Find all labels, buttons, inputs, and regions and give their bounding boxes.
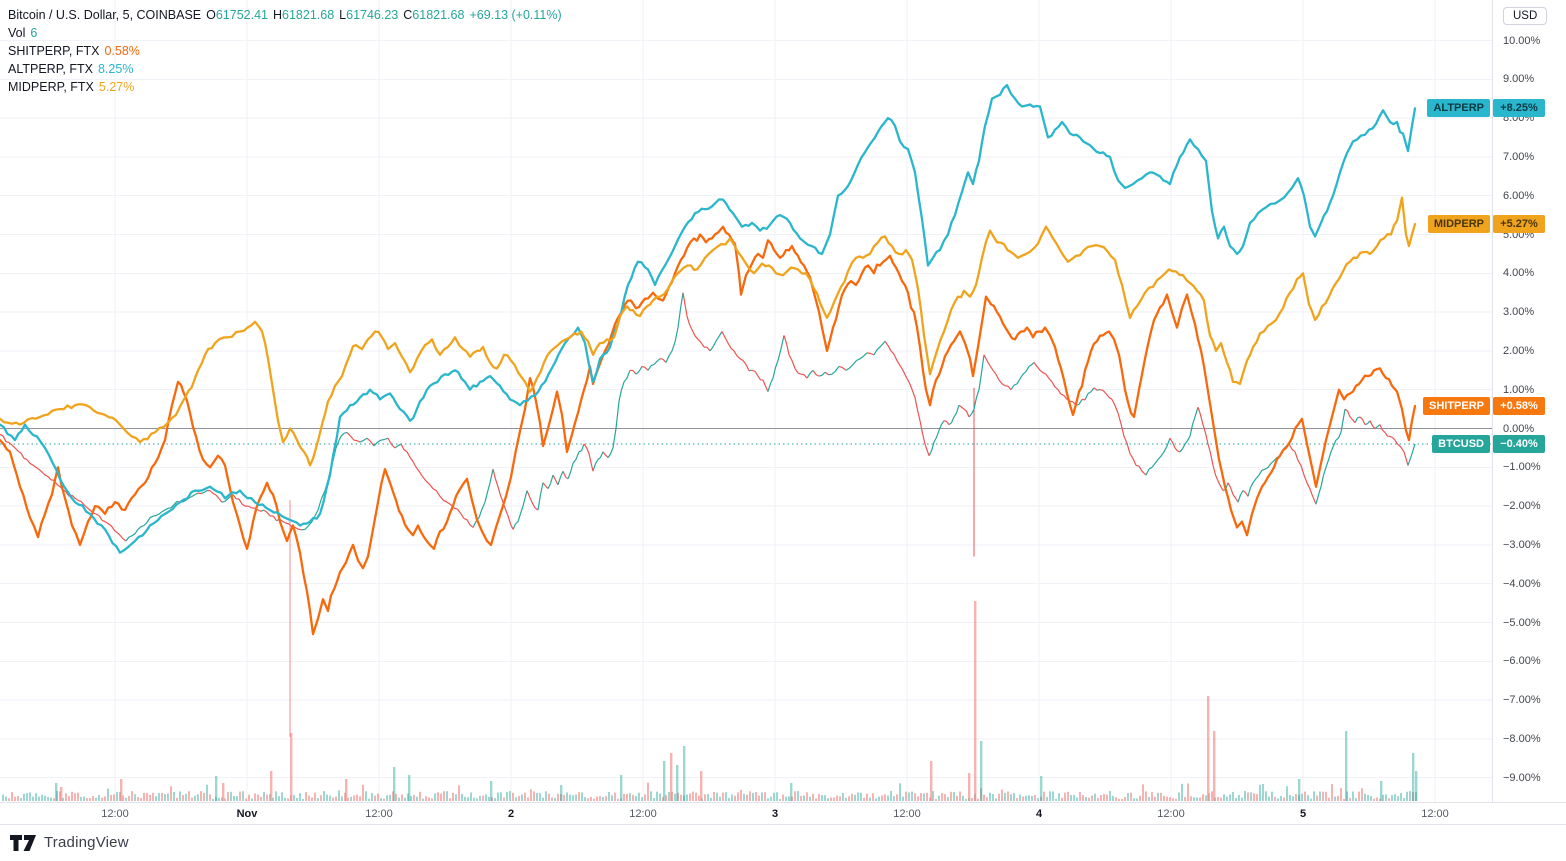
series-value-tag-altperp: +8.25% — [1493, 99, 1545, 118]
volume-spike — [930, 761, 933, 801]
series-altperp[interactable] — [0, 83, 1417, 554]
y-axis-label: 10.00% — [1503, 34, 1541, 47]
volume-spike — [290, 733, 293, 801]
time-axis-label: 12:00 — [1421, 807, 1449, 820]
volume-spike — [55, 783, 58, 801]
ohlc-high: H61821.68 — [273, 8, 335, 22]
price-chart-plot[interactable] — [0, 0, 1492, 802]
series-name-tag-shitperp: SHITPERP — [1422, 396, 1490, 415]
time-axis-label: 12:00 — [893, 807, 921, 820]
volume-histogram — [2, 601, 1418, 801]
series-name-tag-altperp: ALTPERP — [1427, 99, 1490, 118]
currency-unit-button[interactable]: USD — [1503, 7, 1548, 25]
compare-value: 5.27% — [98, 80, 135, 94]
compare-name: SHITPERP, FTX — [8, 44, 100, 58]
volume-spike — [790, 783, 793, 801]
volume-legend-row[interactable]: Vol 6 — [8, 24, 562, 42]
series-value-tag-midperp: +5.27% — [1493, 215, 1545, 234]
volume-spike — [676, 765, 679, 801]
y-axis-label: −9.00% — [1503, 771, 1541, 784]
volume-spike — [1298, 779, 1301, 801]
time-axis-day-label: 2 — [507, 807, 515, 820]
compare-value: 0.58% — [104, 44, 140, 58]
y-axis-label: −8.00% — [1503, 732, 1541, 745]
volume-spike — [1207, 696, 1210, 801]
volume-spike — [270, 771, 273, 801]
compare-value: 8.25% — [97, 62, 134, 76]
series-midperp[interactable] — [0, 196, 1417, 467]
volume-spike — [968, 773, 971, 801]
ohlc-low: L61746.23 — [339, 8, 399, 22]
series-shitperp[interactable] — [0, 225, 1417, 636]
symbol-title[interactable]: Bitcoin / U.S. Dollar, 5, COINBASE — [8, 8, 202, 22]
y-axis-label: −7.00% — [1503, 694, 1541, 707]
time-axis-label: 12:00 — [101, 807, 129, 820]
tradingview-logo-icon — [10, 834, 36, 851]
volume-spike — [408, 775, 411, 801]
volume-spike — [1415, 771, 1418, 801]
y-axis-label: −3.00% — [1503, 538, 1541, 551]
volume-spike — [700, 771, 703, 801]
y-axis-label: 3.00% — [1503, 306, 1535, 319]
time-axis-label: 12:00 — [1157, 807, 1185, 820]
y-axis-label: 4.00% — [1503, 267, 1535, 280]
compare-row-midperp[interactable]: MIDPERP, FTX 5.27% — [8, 78, 562, 96]
time-axis-label: 12:00 — [365, 807, 393, 820]
volume-spike — [1213, 731, 1216, 801]
ohlc-open: O61752.41 — [206, 8, 268, 22]
volume-spike — [670, 753, 673, 801]
tradingview-logo-text: TradingView — [44, 834, 129, 851]
time-axis[interactable]: 12:00 Nov 12:00 2 12:00 3 12:00 4 12:00 5 12:00 — [0, 802, 1566, 825]
volume-label: Vol — [8, 26, 26, 40]
y-axis-label: 6.00% — [1503, 189, 1535, 202]
y-axis-label: −4.00% — [1503, 577, 1541, 590]
tradingview-branding[interactable]: TradingView — [10, 834, 129, 851]
compare-row-shitperp[interactable]: SHITPERP, FTX 0.58% — [8, 42, 562, 60]
y-axis-label: −5.00% — [1503, 616, 1541, 629]
volume-spike — [980, 741, 983, 801]
y-axis-label: −1.00% — [1503, 461, 1541, 474]
volume-spike — [1380, 781, 1383, 801]
series-name-tag-midperp: MIDPERP — [1427, 215, 1490, 234]
chart-legend: Bitcoin / U.S. Dollar, 5, COINBASE O6175… — [8, 6, 562, 96]
volume-spike — [215, 776, 218, 801]
volume-value: 6 — [30, 26, 38, 40]
symbol-legend-row[interactable]: Bitcoin / U.S. Dollar, 5, COINBASE O6175… — [8, 6, 562, 24]
y-axis-label: 2.00% — [1503, 344, 1535, 357]
time-axis-day-label: 4 — [1035, 807, 1043, 820]
y-axis-label: 0.00% — [1503, 422, 1535, 435]
y-axis-label: −6.00% — [1503, 655, 1541, 668]
time-axis-label: 12:00 — [629, 807, 657, 820]
series-value-tag-btcusd: −0.40% — [1493, 435, 1545, 454]
compare-name: MIDPERP, FTX — [8, 80, 94, 94]
compare-name: ALTPERP, FTX — [8, 62, 93, 76]
time-axis-day-label: Nov — [236, 807, 258, 820]
series-name-tag-btcusd: BTCUSD — [1432, 435, 1490, 454]
ohlc-close: C61821.68 — [403, 8, 465, 22]
volume-spike — [222, 783, 225, 801]
volume-spike — [620, 775, 623, 801]
volume-spike — [683, 746, 686, 801]
volume-spike — [60, 787, 63, 801]
volume-spike — [1412, 753, 1415, 801]
volume-spike — [490, 781, 493, 801]
volume-spike — [120, 779, 123, 801]
time-axis-day-label: 3 — [771, 807, 779, 820]
volume-spike — [1345, 731, 1348, 801]
y-axis-label: 9.00% — [1503, 73, 1535, 86]
volume-spike — [393, 767, 396, 801]
series-value-tag-shitperp: +0.58% — [1493, 396, 1545, 415]
compare-row-altperp[interactable]: ALTPERP, FTX 8.25% — [8, 60, 562, 78]
y-axis-label: 7.00% — [1503, 150, 1535, 163]
volume-spike — [974, 601, 977, 801]
time-axis-day-label: 5 — [1299, 807, 1307, 820]
y-axis-label: 1.00% — [1503, 383, 1535, 396]
volume-spike — [560, 785, 563, 801]
volume-spike — [345, 779, 348, 801]
change-value: +69.13 (+0.11%) — [469, 8, 562, 22]
y-axis-label: −2.00% — [1503, 500, 1541, 513]
volume-spike — [663, 761, 666, 801]
volume-spike — [1040, 776, 1043, 801]
